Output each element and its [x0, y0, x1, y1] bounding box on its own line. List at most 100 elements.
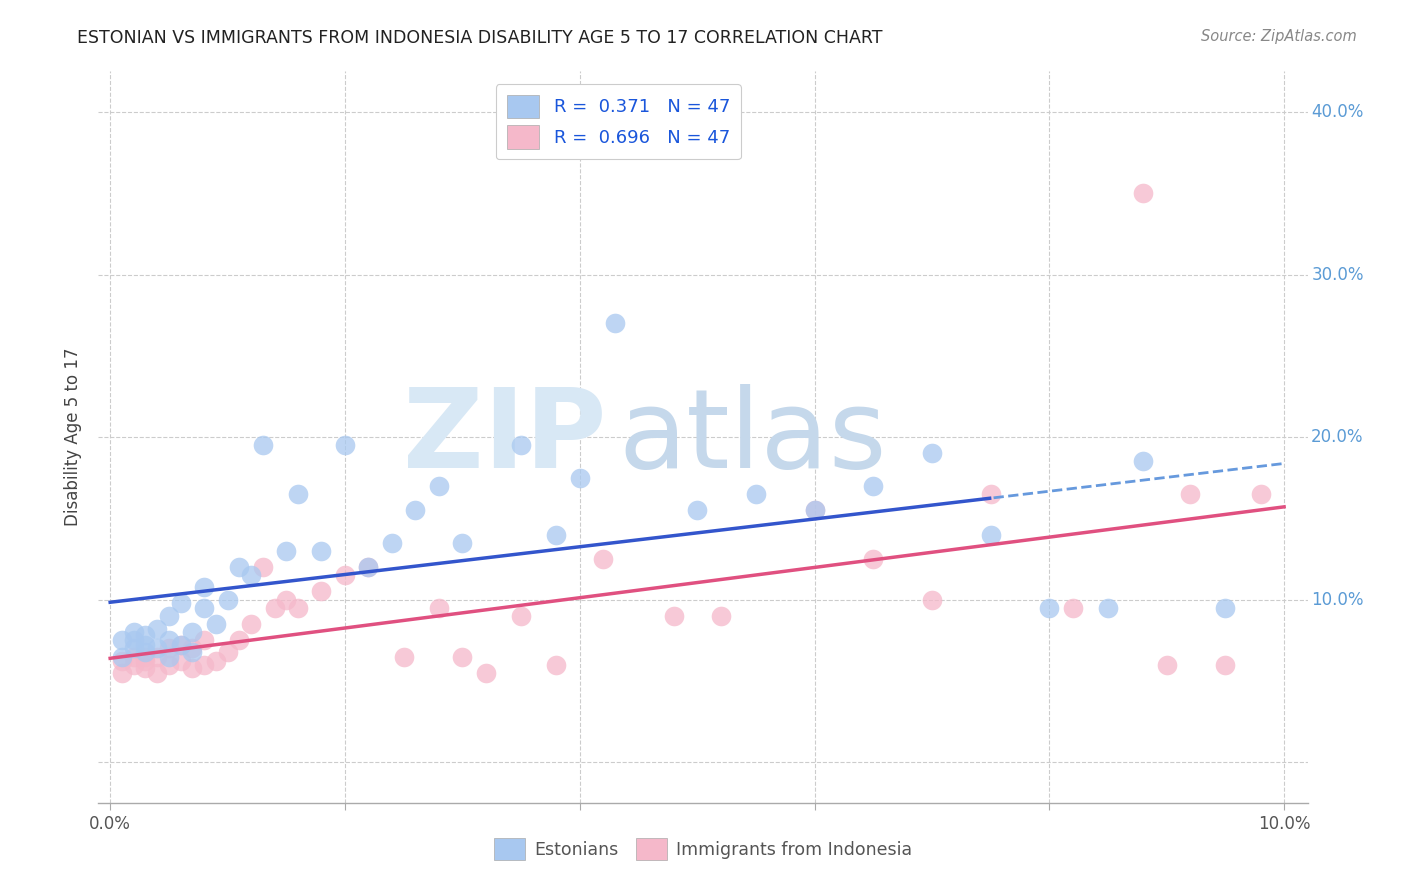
Point [803, 503, 825, 517]
Point [134, 645, 156, 659]
Point [392, 649, 415, 664]
Point [1180, 487, 1202, 501]
Point [333, 568, 356, 582]
Point [862, 479, 884, 493]
Text: 30.0%: 30.0% [1312, 266, 1364, 284]
Point [980, 487, 1002, 501]
Point [134, 661, 156, 675]
Point [1132, 454, 1154, 468]
Point [980, 527, 1002, 541]
Point [1215, 600, 1237, 615]
Point [311, 544, 333, 558]
Point [181, 641, 204, 656]
Point [510, 438, 533, 452]
Point [568, 471, 591, 485]
Point [1156, 657, 1178, 672]
Point [134, 638, 156, 652]
Point [169, 654, 191, 668]
Point [157, 641, 180, 656]
Point [252, 438, 274, 452]
Point [451, 535, 474, 549]
Point [157, 608, 180, 623]
Point [357, 560, 380, 574]
Text: 10.0%: 10.0% [1312, 591, 1364, 608]
Point [169, 596, 191, 610]
Point [603, 316, 626, 330]
Point [193, 580, 215, 594]
Point [122, 657, 145, 672]
Point [228, 633, 250, 648]
Point [745, 487, 768, 501]
Point [381, 535, 404, 549]
Point [287, 487, 309, 501]
Point [311, 584, 333, 599]
Point [1097, 600, 1119, 615]
Point [357, 560, 380, 574]
Point [263, 600, 285, 615]
Point [686, 503, 709, 517]
Point [146, 641, 169, 656]
Point [157, 649, 180, 664]
Point [1038, 600, 1060, 615]
Point [122, 649, 145, 664]
Point [111, 654, 134, 668]
Point [134, 628, 156, 642]
Point [169, 638, 191, 652]
Text: ZIP: ZIP [404, 384, 606, 491]
Point [228, 560, 250, 574]
Point [217, 645, 239, 659]
Point [510, 608, 533, 623]
Point [146, 665, 169, 680]
Point [1062, 600, 1084, 615]
Point [122, 625, 145, 640]
Point [1132, 186, 1154, 201]
Point [1215, 657, 1237, 672]
Point [122, 633, 145, 648]
Point [921, 592, 943, 607]
Point [546, 657, 568, 672]
Text: 40.0%: 40.0% [1312, 103, 1364, 121]
Point [193, 600, 215, 615]
Point [276, 592, 298, 607]
Point [427, 600, 450, 615]
Point [134, 649, 156, 664]
Point [193, 633, 215, 648]
Point [157, 633, 180, 648]
Point [193, 657, 215, 672]
Point [111, 633, 134, 648]
Point [451, 649, 474, 664]
Point [592, 552, 614, 566]
Point [134, 654, 156, 668]
Point [427, 479, 450, 493]
Point [546, 527, 568, 541]
Point [921, 446, 943, 460]
Point [333, 438, 356, 452]
Point [287, 600, 309, 615]
Point [217, 592, 239, 607]
Point [157, 657, 180, 672]
Y-axis label: Disability Age 5 to 17: Disability Age 5 to 17 [65, 348, 83, 526]
Point [111, 649, 134, 664]
Point [111, 665, 134, 680]
Point [404, 503, 426, 517]
Point [181, 661, 204, 675]
Point [803, 503, 825, 517]
Point [181, 645, 204, 659]
Point [1250, 487, 1272, 501]
Text: ESTONIAN VS IMMIGRANTS FROM INDONESIA DISABILITY AGE 5 TO 17 CORRELATION CHART: ESTONIAN VS IMMIGRANTS FROM INDONESIA DI… [77, 29, 883, 47]
Text: 20.0%: 20.0% [1312, 428, 1364, 446]
Point [710, 608, 733, 623]
Point [204, 654, 226, 668]
Point [475, 665, 498, 680]
Point [862, 552, 884, 566]
Point [662, 608, 685, 623]
Text: Source: ZipAtlas.com: Source: ZipAtlas.com [1201, 29, 1357, 45]
Point [240, 617, 263, 632]
Point [252, 560, 274, 574]
Point [169, 638, 191, 652]
Text: atlas: atlas [619, 384, 887, 491]
Point [276, 544, 298, 558]
Point [204, 617, 226, 632]
Point [122, 641, 145, 656]
Point [181, 625, 204, 640]
